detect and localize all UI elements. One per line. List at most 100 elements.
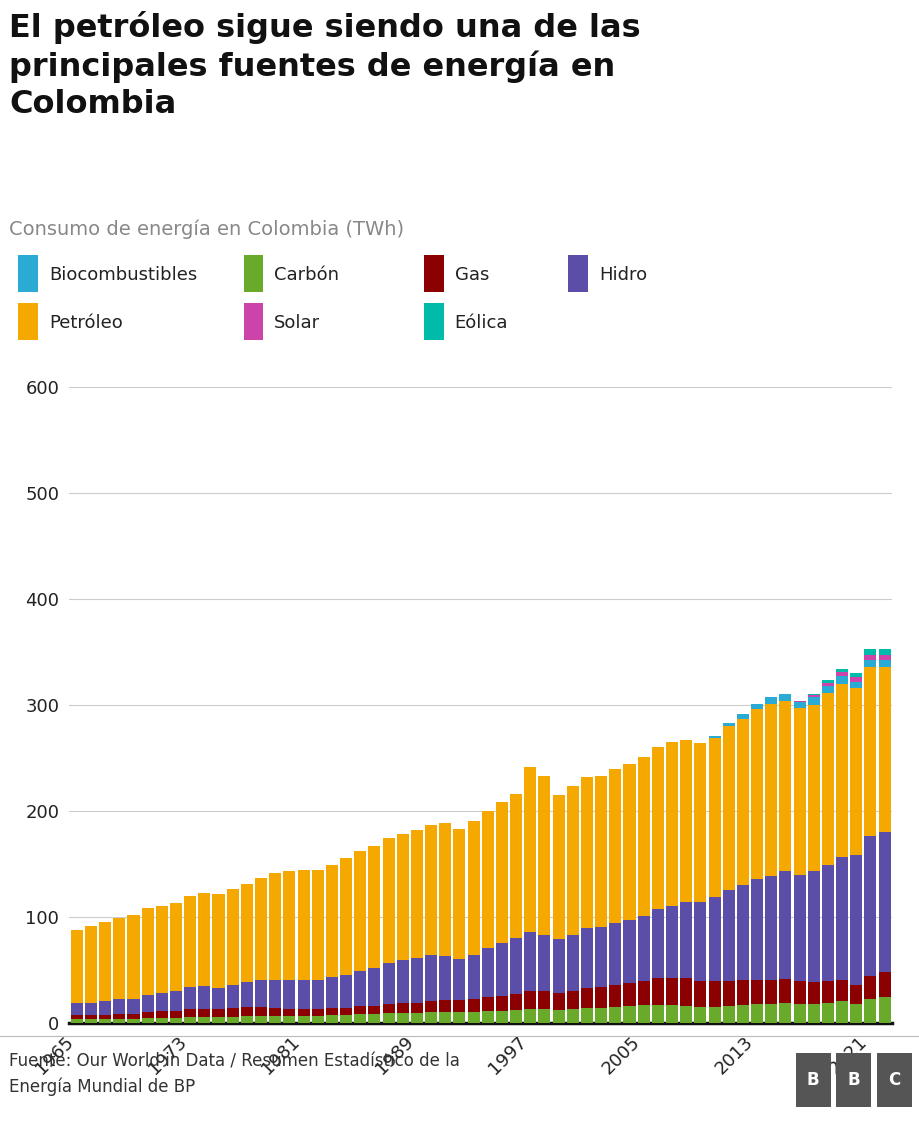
Bar [312,1009,323,1016]
Bar [623,764,635,920]
Bar [128,999,140,1015]
Bar [878,649,890,655]
Bar [411,1014,423,1023]
Bar [85,1015,96,1019]
Bar [793,1003,805,1023]
Bar [623,983,635,1006]
Bar [524,1009,536,1023]
Bar [438,824,451,956]
Bar [340,859,352,975]
Bar [297,870,309,980]
Bar [765,877,777,980]
Bar [241,982,253,1007]
Bar [297,980,309,1009]
Bar [382,838,394,963]
Bar [778,980,790,1002]
Bar [155,1018,167,1023]
Bar [368,967,380,1006]
Bar [538,776,550,935]
Bar [623,920,635,983]
Bar [552,939,564,993]
Bar [142,1018,153,1023]
Bar [524,931,536,991]
Bar [722,981,734,1006]
Bar [509,794,522,938]
Bar [99,1015,111,1019]
Bar [835,1001,847,1023]
Bar [297,1009,309,1016]
Bar [679,1006,691,1023]
Bar [652,910,664,979]
Bar [509,994,522,1010]
Bar [821,1002,833,1023]
Bar [778,701,790,871]
Bar [425,1012,437,1023]
Bar [566,1009,578,1023]
Bar [679,902,691,979]
Bar [312,980,323,1009]
Bar [608,923,620,984]
Bar [199,1017,210,1023]
Bar [538,935,550,991]
Bar [821,683,833,686]
Bar [694,744,706,902]
Bar [241,1016,253,1023]
Text: Eólica: Eólica [454,313,507,331]
Bar [269,980,281,1008]
Bar [425,955,437,1001]
Bar [467,999,479,1012]
Bar [793,702,805,709]
Bar [113,1019,125,1023]
Bar [637,1005,649,1023]
Bar [283,871,295,980]
Bar [297,1016,309,1023]
Bar [85,1019,96,1023]
Bar [184,1017,196,1023]
Bar [665,742,677,906]
Bar [226,1008,238,1017]
Bar [765,704,777,877]
Bar [807,695,819,697]
Bar [665,1005,677,1023]
Bar [283,1009,295,1016]
Bar [595,928,607,986]
Bar [255,1007,267,1016]
Bar [750,879,762,980]
Bar [482,948,494,998]
Bar [849,855,861,984]
Bar [142,1012,153,1018]
Bar [155,1011,167,1018]
Bar [708,1007,720,1023]
Bar [878,832,890,972]
Bar [878,972,890,998]
Bar [312,870,323,980]
Bar [170,1018,182,1023]
Bar [368,1015,380,1023]
Bar [71,930,83,1002]
Bar [878,667,890,832]
Bar [128,914,140,999]
Bar [467,822,479,955]
Bar [878,655,890,660]
Bar [269,1008,281,1016]
Bar [793,876,805,981]
Bar [128,1015,140,1019]
Bar [665,979,677,1005]
Bar [184,986,196,1009]
Bar [184,895,196,986]
Bar [708,738,720,896]
Bar [835,858,847,980]
Bar [495,997,507,1011]
Bar [736,980,748,1005]
Bar [835,980,847,1001]
Bar [807,982,819,1003]
Bar [793,709,805,876]
Bar [396,1002,408,1014]
Bar [736,1005,748,1023]
Bar [482,811,494,948]
Bar [368,1006,380,1015]
Bar [128,1019,140,1023]
Text: El petróleo sigue siendo una de las
principales fuentes de energía en
Colombia: El petróleo sigue siendo una de las prin… [9,11,641,120]
Bar [708,981,720,1007]
Bar [482,997,494,1011]
